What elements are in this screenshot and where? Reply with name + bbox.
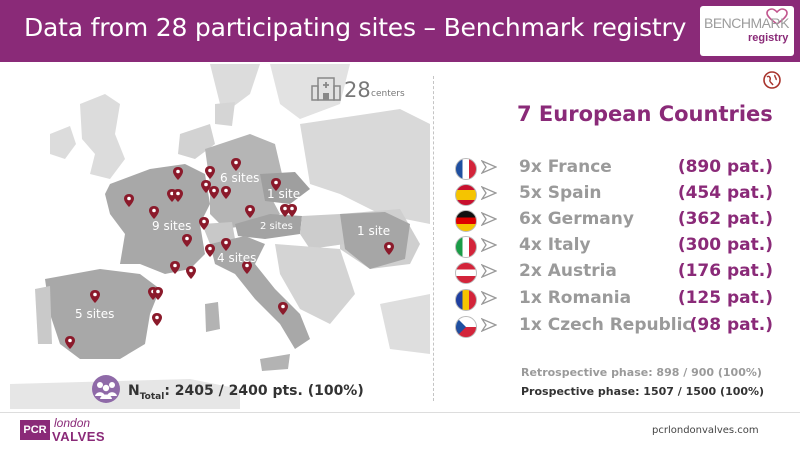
heart-icon [766,8,788,25]
country-patients: (454 pat.) [677,183,773,203]
germany-flag-icon [455,210,477,232]
country-patients: (362 pat.) [677,209,773,229]
pcr-brand-bottom: VALVES [52,429,106,444]
header-bar: Data from 28 participating sites – Bench… [0,0,800,62]
vertical-divider [433,76,434,401]
country-row-austria: 2x Austria (176 pat.) [455,259,785,285]
country-row-romania: 1x Romania (125 pat.) [455,286,785,312]
arrow-right-icon [481,318,497,332]
europe-map [10,64,430,409]
arrow-right-icon [481,186,497,200]
region-label-italy: 4 sites [217,251,257,265]
retrospective-phase: Retrospective phase: 898 / 900 (100%) [521,366,762,379]
country-row-spain: 5x Spain (454 pat.) [455,181,785,207]
region-label-austria: 2 sites [260,221,293,232]
arrow-right-icon [481,212,497,226]
centers-label: centers [371,89,405,99]
footer-divider [0,412,800,413]
czech-flag-icon [455,316,477,338]
country-label: 1x Czech Republic [519,315,693,335]
country-patients: (125 pat.) [677,288,773,308]
country-label: 1x Romania [519,288,632,308]
country-label: 2x Austria [519,261,617,281]
patients-group-icon [92,375,120,403]
country-patients: (300 pat.) [677,235,773,255]
logo-sub-text: registry [748,32,789,44]
country-patients: (890 pat.) [677,157,773,177]
arrow-right-icon [481,160,497,174]
country-label: 6x Germany [519,209,634,229]
country-row-germany: 6x Germany (362 pat.) [455,207,785,233]
logo-main-text: BENCHMARK [704,15,789,31]
region-label-spain: 5 sites [75,307,115,321]
country-patients: (98 pat.) [689,315,773,335]
country-patients: (176 pat.) [677,261,773,281]
globe-icon [763,71,781,89]
arrow-right-icon [481,238,497,252]
romania-flag-icon [455,289,477,311]
arrow-right-icon [481,264,497,278]
hospital-icon [311,77,341,101]
region-label-romania: 1 site [357,224,391,238]
austria-flag-icon [455,262,477,284]
countries-title: 7 European Countries [517,102,773,126]
centers-count: 28 [344,78,371,102]
pcr-brand-top: london [54,416,91,430]
arrow-right-icon [481,291,497,305]
page-title: Data from 28 participating sites – Bench… [24,13,687,42]
total-patients: NTotal: 2405 / 2400 pts. (100%) [128,383,364,402]
france-flag-icon [455,158,477,180]
pcr-logo-badge: PCR [20,420,50,440]
country-label: 5x Spain [519,183,602,203]
spain-flag-icon [455,184,477,206]
prospective-phase: Prospective phase: 1507 / 1500 (100%) [521,385,765,398]
country-row-france: 9x France (890 pat.) [455,155,785,181]
benchmark-logo: BENCHMARK registry [700,6,794,56]
footer-url-link[interactable]: pcrlondonvalves.com [652,425,759,436]
region-label-france: 9 sites [152,219,192,233]
italy-flag-icon [455,236,477,258]
region-label-germany: 6 sites [220,171,260,185]
country-label: 4x Italy [519,235,591,255]
country-row-italy: 4x Italy (300 pat.) [455,233,785,259]
region-label-czech: 1 site [267,187,301,201]
country-label: 9x France [519,157,612,177]
country-row-czech: 1x Czech Republic (98 pat.) [455,313,785,339]
